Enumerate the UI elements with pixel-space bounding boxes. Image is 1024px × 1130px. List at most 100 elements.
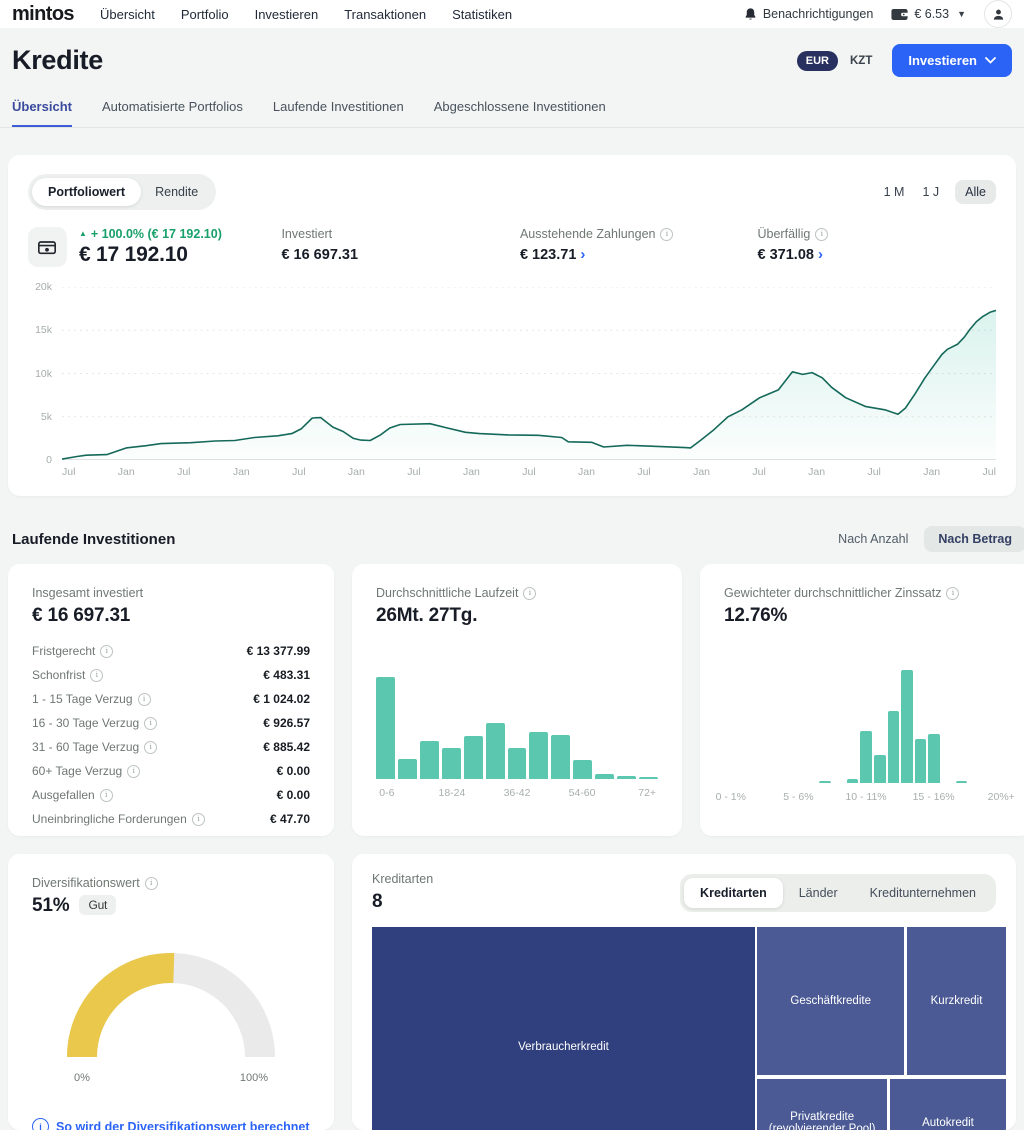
row-value: € 885.42 [263,740,310,754]
info-icon[interactable]: i [138,693,151,706]
treemap-block-autokredit[interactable]: Autokredit [890,1079,1006,1130]
y-axis-label: 5k [41,411,52,423]
overdue-link[interactable]: € 371.08› [758,247,997,263]
currency-eur-toggle[interactable]: EUR [797,51,838,71]
tabs: Übersicht Automatisierte Portfolios Laufen… [0,99,1024,128]
toggle-lander[interactable]: Länder [783,878,854,908]
x-axis-label: Jan [233,466,250,478]
x-axis-label: Jul [637,466,650,478]
x-axis-label: Jul [407,466,420,478]
currency-kzt-toggle[interactable]: KZT [850,55,872,67]
info-icon[interactable]: i [90,669,103,682]
bar [486,723,505,779]
info-icon[interactable]: i [100,789,113,802]
nav-item-statistiken[interactable]: Statistiken [452,7,512,22]
interest-bar-labels: 0 - 1%5 - 6%10 - 11%15 - 16%20%+ [724,791,1008,807]
x-axis-label: Jul [983,466,996,478]
bar [420,741,439,779]
toggle-nach-betrag[interactable]: Nach Betrag [924,526,1024,552]
loan-types-label: Kreditarten [372,872,433,886]
row-value: € 926.57 [263,716,310,730]
toggle-kreditarten[interactable]: Kreditarten [684,878,783,908]
nav-item-ubersicht[interactable]: Übersicht [100,7,155,22]
info-icon[interactable]: i [946,587,959,600]
info-icon[interactable]: i [100,645,113,658]
info-icon[interactable]: i [127,765,140,778]
chevron-right-icon: › [818,247,823,262]
avatar[interactable] [984,0,1012,28]
x-axis-label: 5 - 6% [783,791,813,803]
notifications-button[interactable]: Benachrichtigungen [744,7,874,21]
toggle-portfoliowert[interactable]: Portfoliowert [32,178,141,206]
range-1-m[interactable]: 1 M [882,180,907,204]
y-axis-label: 15k [35,324,52,336]
range-alle[interactable]: Alle [955,180,996,204]
balance-amount: € 6.53 [914,7,949,21]
range-buttons: 1 M 1 J Alle [882,180,996,204]
info-icon[interactable]: i [815,228,828,241]
treemap-block-privatkredite-revolvierender-pool[interactable]: Privatkredite (revolvierender Pool) [757,1079,886,1130]
x-axis-label: 0-6 [379,787,394,799]
balance-menu[interactable]: € 6.53 ▼ [891,7,966,21]
nav-item-transaktionen[interactable]: Transaktionen [344,7,426,22]
nav-item-investieren[interactable]: Investieren [255,7,319,22]
toggle-rendite[interactable]: Rendite [141,178,212,206]
tab-laufende-investitionen[interactable]: Laufende Investitionen [273,99,404,127]
info-icon[interactable]: i [523,587,536,600]
interest-rate-value: 12.76% [724,605,1008,627]
x-axis-label: 20%+ [988,791,1015,803]
x-axis-label: 0 - 1% [716,791,746,803]
invested-value: € 16 697.31 [281,247,520,263]
bar [819,781,831,783]
info-icon[interactable]: i [660,228,673,241]
overdue-label: Überfällig [758,227,811,241]
row-value: € 0.00 [277,764,310,778]
tab-abgeschlossene-investitionen[interactable]: Abgeschlossene Investitionen [434,99,606,127]
pending-value: € 123.71 [520,247,576,263]
pending-link[interactable]: € 123.71› [520,247,758,263]
treemap-block-geschaftkredite[interactable]: Geschäftkredite [757,927,903,1075]
diversification-gauge [66,953,276,1068]
toggle-nach-anzahl[interactable]: Nach Anzahl [838,532,908,546]
info-icon[interactable]: i [192,813,205,826]
info-icon[interactable]: i [144,741,157,754]
diversification-info-link[interactable]: i So wird der Diversifikationswert berec… [32,1118,310,1130]
mintos-logo[interactable]: mintos [12,3,74,26]
portfolio-icon-box [28,227,67,267]
treemap-block-kurzkredit[interactable]: Kurzkredit [907,927,1006,1075]
treemap-block-verbraucherkredit[interactable]: Verbraucherkredit [372,927,755,1130]
avg-term-label: Durchschnittliche Laufzeit [376,586,518,600]
range-1-j[interactable]: 1 J [920,180,941,204]
tab-ubersicht[interactable]: Übersicht [12,99,72,127]
chevron-down-icon: ▼ [957,9,966,19]
tab-automatisierte-portfolios[interactable]: Automatisierte Portfolios [102,99,243,127]
toggle-kreditunternehmen[interactable]: Kreditunternehmen [854,878,992,908]
info-icon[interactable]: i [144,717,157,730]
x-axis-label: Jul [522,466,535,478]
invest-button[interactable]: Investieren [892,44,1012,77]
total-invested-label: Insgesamt investiert [32,586,143,600]
info-icon[interactable]: i [145,877,158,890]
x-axis-label: 15 - 16% [913,791,955,803]
y-axis-label: 10k [35,368,52,380]
nav-item-portfolio[interactable]: Portfolio [181,7,229,22]
bar [874,755,886,783]
page-head: Kredite EUR KZT Investieren [0,28,1024,77]
